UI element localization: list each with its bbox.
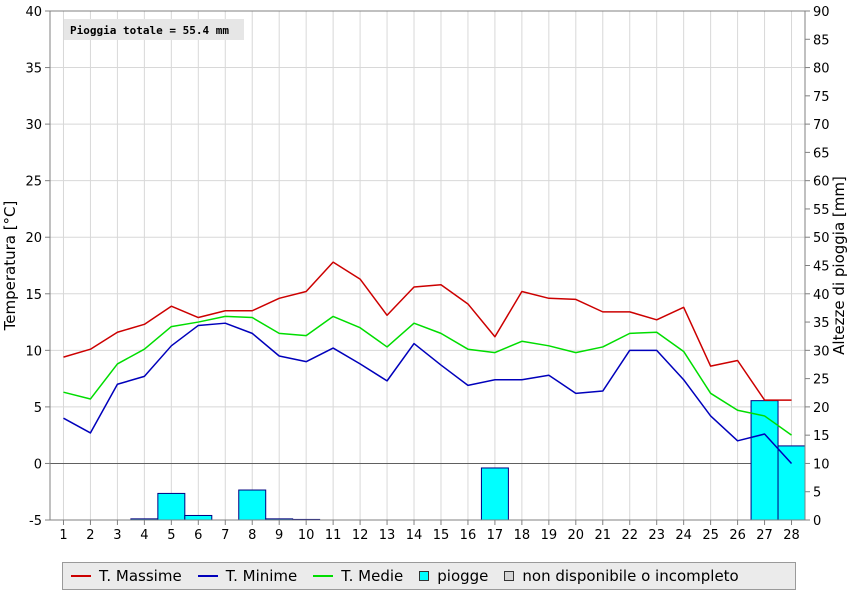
x-tick-label: 1 [59, 528, 67, 543]
y-left-tick-label: 30 [25, 118, 42, 133]
t-minime-line [63, 322, 793, 464]
y-left-tick-label: 10 [25, 344, 42, 359]
x-tick-label: 17 [487, 528, 504, 543]
legend-label-non-disponibile: non disponibile o incompleto [522, 567, 739, 585]
rain-bar [184, 514, 213, 521]
y-left-tick-label: 25 [25, 175, 42, 190]
y-right-tick-label: 20 [813, 401, 830, 416]
rain-bar [777, 445, 806, 521]
y-right-tick-label: 25 [813, 373, 830, 388]
x-tick-label: 2 [86, 528, 94, 543]
x-tick-label: 6 [194, 528, 202, 543]
plot-area [50, 11, 805, 520]
legend-swatch-t-massime [71, 575, 91, 577]
legend-item-non-disponibile: non disponibile o incompleto [504, 567, 739, 585]
y-left-tick-label: 5 [34, 401, 42, 416]
y-right-tick-label: 85 [813, 33, 830, 48]
y-right-tick-label: 10 [813, 457, 830, 472]
legend-label-t-massime: T. Massime [99, 567, 182, 585]
x-tick-label: 11 [325, 528, 342, 543]
y-right-tick-label: 30 [813, 344, 830, 359]
y-left-tick-label: 40 [25, 5, 42, 20]
annotation-box [64, 19, 244, 40]
legend-swatch-t-medie [313, 575, 334, 577]
legend-item-piogge: piogge [419, 567, 488, 585]
chart-legend: T. Massime T. Minime T. Medie piogge non… [62, 562, 796, 590]
y-right-tick-label: 65 [813, 146, 830, 161]
x-tick-label: 20 [568, 528, 585, 543]
x-tick-label: 21 [594, 528, 611, 543]
y-left-tick-label: -5 [29, 514, 42, 529]
t-medie-line [63, 315, 792, 436]
y-right-tick-label: 70 [813, 118, 830, 133]
x-tick-label: 18 [514, 528, 531, 543]
total-rain-annotation: Pioggia totale = 55.4 mm [64, 19, 244, 40]
x-tick-label: 13 [379, 528, 396, 543]
x-tick-label: 26 [729, 528, 746, 543]
temperature-lines [63, 261, 793, 464]
rain-bar [157, 492, 186, 521]
x-tick-label: 16 [460, 528, 477, 543]
x-tick-label: 27 [756, 528, 773, 543]
legend-label-t-minime: T. Minime [225, 567, 298, 585]
y-right-tick-label: 0 [813, 514, 821, 529]
rain-bars [130, 400, 806, 521]
y-right-tick-label: 90 [813, 5, 830, 20]
rain-bar [750, 400, 779, 521]
legend-swatch-piogge [419, 571, 430, 581]
legend-item-t-minime: T. Minime [197, 567, 298, 585]
y-left-tick-label: 0 [34, 457, 42, 472]
x-tick-label: 14 [406, 528, 423, 543]
y-right-tick-label: 35 [813, 316, 830, 331]
x-tick-label: 25 [702, 528, 719, 543]
legend-item-t-massime: T. Massime [71, 567, 182, 585]
y-right-tick-label: 5 [813, 486, 821, 501]
y-right-tick-label: 55 [813, 203, 830, 218]
x-tick-label: 12 [352, 528, 369, 543]
x-tick-label: 28 [783, 528, 800, 543]
x-tick-label: 9 [275, 528, 283, 543]
x-tick-label: 8 [248, 528, 256, 543]
x-tick-label: 7 [221, 528, 229, 543]
chart-canvas: -505101520253035400510152025303540455055… [1, 5, 848, 543]
legend-item-t-medie: T. Medie [313, 567, 403, 585]
y-right-tick-label: 60 [813, 175, 830, 190]
y-left-tick-label: 20 [25, 231, 42, 246]
legend-label-piogge: piogge [437, 567, 489, 585]
rain-bar [238, 489, 267, 521]
x-tick-label: 22 [621, 528, 638, 543]
y-right-tick-label: 45 [813, 260, 830, 275]
axis-ticks: -505101520253035400510152025303540455055… [25, 5, 829, 543]
legend-swatch-t-minime [197, 575, 218, 577]
y-right-tick-label: 80 [813, 62, 830, 77]
y-right-tick-label: 75 [813, 90, 830, 105]
x-tick-label: 4 [140, 528, 148, 543]
legend-swatch-non-disponibile [504, 571, 515, 581]
y-right-tick-label: 50 [813, 231, 830, 246]
x-tick-label: 19 [541, 528, 558, 543]
y-right-tick-label: 15 [813, 429, 830, 444]
x-tick-label: 15 [433, 528, 450, 543]
x-tick-label: 24 [675, 528, 692, 543]
x-tick-label: 10 [298, 528, 315, 543]
legend-label-t-medie: T. Medie [341, 567, 404, 585]
y-axis-right-label: Altezze di pioggia [mm] [830, 176, 848, 355]
y-left-tick-label: 15 [25, 288, 42, 303]
annotation-text: Pioggia totale = 55.4 mm [70, 24, 229, 37]
y-left-tick-label: 35 [25, 62, 42, 77]
rain-bar [480, 467, 509, 521]
y-right-tick-label: 40 [813, 288, 830, 303]
y-axis-left-label: Temperatura [°C] [1, 201, 19, 332]
x-tick-label: 23 [648, 528, 665, 543]
t-massime-line [63, 261, 792, 401]
x-tick-label: 5 [167, 528, 175, 543]
x-tick-label: 3 [113, 528, 121, 543]
